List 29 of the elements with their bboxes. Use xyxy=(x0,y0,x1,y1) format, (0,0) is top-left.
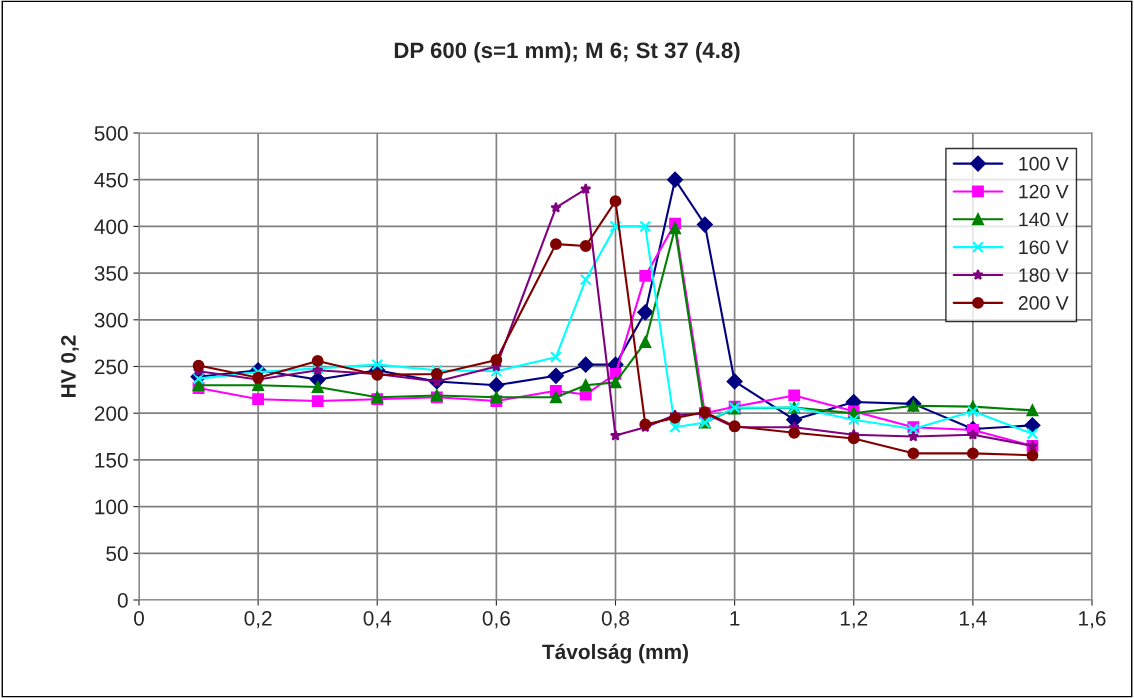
x-tick-label: 1 xyxy=(730,611,740,626)
y-tick-label: 150 xyxy=(95,452,128,468)
x-tick-label: 1,4 xyxy=(959,611,987,629)
y-tick-label: 50 xyxy=(106,546,128,562)
chart-title: DP 600 (s=1 mm); M 6; St 37 (4.8) xyxy=(394,41,740,63)
y-tick-label: 500 xyxy=(94,126,128,141)
x-tick-label: 0,6 xyxy=(482,610,510,629)
legend-label: 200 V xyxy=(1018,296,1069,310)
legend-label: 160 V xyxy=(1019,240,1069,255)
legend-label: 140 V xyxy=(1019,212,1069,227)
y-tick-label: 400 xyxy=(94,219,128,235)
y-axis-title: HV 0,2 xyxy=(61,335,79,397)
x-tick-label: 0,2 xyxy=(244,610,272,629)
legend-label: 180 V xyxy=(1019,268,1069,283)
y-tick-label: 450 xyxy=(94,172,128,188)
y-tick-label: 300 xyxy=(94,312,128,328)
y-tick-label: 250 xyxy=(94,359,128,375)
y-tick-label: 200 xyxy=(94,406,128,421)
x-tick-label: 1,6 xyxy=(1079,610,1106,629)
legend-label: 100 V xyxy=(1019,156,1069,171)
x-axis-title: Távolság (mm) xyxy=(542,643,688,664)
y-tick-label: 0 xyxy=(117,593,128,608)
x-tick-label: 0,4 xyxy=(363,610,392,629)
x-tick-label: 0 xyxy=(134,610,144,626)
x-tick-label: 1,2 xyxy=(840,610,868,629)
legend-label: 120 V xyxy=(1019,184,1069,199)
y-tick-label: 100 xyxy=(95,499,128,515)
y-tick-label: 350 xyxy=(94,266,128,281)
x-tick-label: 0,8 xyxy=(601,610,630,629)
